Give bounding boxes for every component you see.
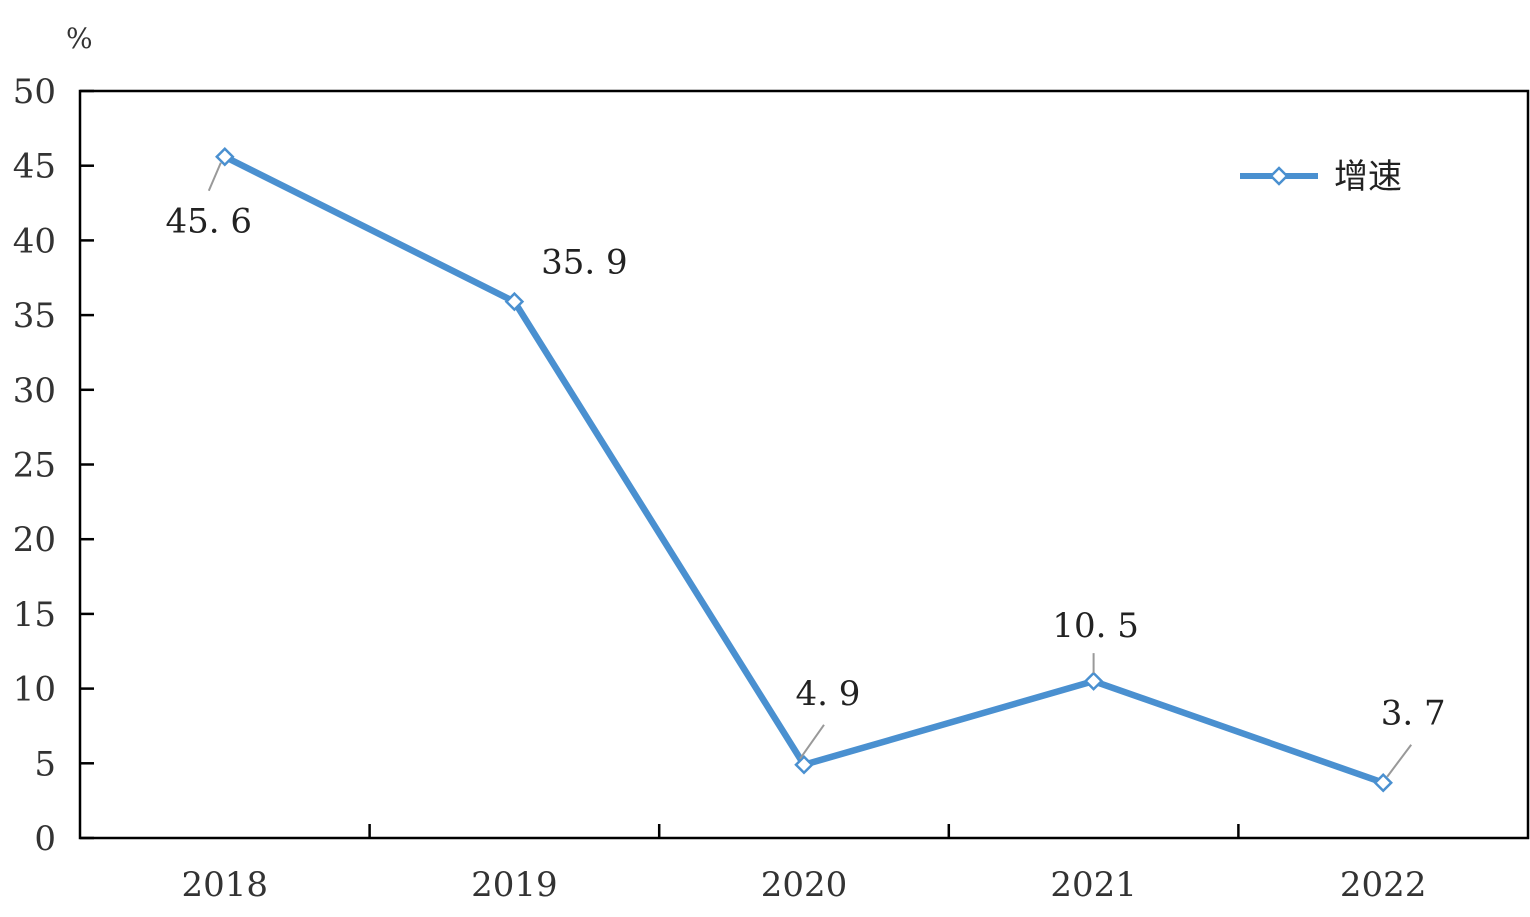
data-label: 10. 5: [1052, 606, 1139, 646]
y-tick-label: 40: [13, 221, 56, 261]
y-tick-label: 45: [13, 147, 56, 187]
x-tick-label: 2021: [1050, 865, 1137, 905]
plot-area-frame: [78, 89, 1530, 840]
data-point-marker: [1083, 671, 1104, 691]
x-tick-label: 2020: [761, 865, 848, 905]
data-label: 35. 9: [541, 243, 628, 283]
data-label: 4. 9: [796, 674, 861, 714]
data-point-marker: [1373, 772, 1393, 793]
data-label-leader: [799, 724, 825, 760]
x-axis: 2018 2019 2020 2021 2022: [182, 824, 1427, 905]
data-point-marker: [794, 755, 814, 775]
x-tick-label: 2022: [1340, 865, 1427, 905]
y-tick-label: 20: [13, 520, 56, 560]
data-label-leader: [207, 162, 222, 192]
data-point-marker: [504, 291, 525, 312]
data-labels-layer: 45. 6 35. 9 4. 9 10. 5 3. 7: [166, 162, 1446, 778]
data-label: 45. 6: [166, 202, 253, 242]
data-label: 3. 7: [1381, 694, 1446, 734]
y-tick-label: 15: [13, 595, 56, 635]
y-tick-label: 50: [13, 72, 56, 112]
y-tick-label: 25: [13, 446, 56, 486]
y-axis: 0 5 10 15 20 25 30 35 40 45 50: [13, 72, 94, 859]
x-tick-label: 2019: [471, 865, 558, 905]
legend-label: 增速: [1334, 157, 1402, 197]
x-tick-label: 2018: [182, 865, 269, 905]
y-tick-label: 5: [34, 744, 56, 784]
data-label-leader: [1386, 744, 1412, 778]
series-layer: [215, 146, 1393, 793]
y-unit-label: %: [66, 22, 93, 55]
legend-diamond-marker: [1269, 166, 1289, 186]
y-tick-label: 0: [34, 819, 56, 859]
data-point-marker: [215, 146, 235, 167]
y-tick-label: 35: [13, 296, 56, 336]
y-tick-label: 10: [13, 670, 56, 710]
y-tick-label: 30: [13, 371, 56, 411]
legend: 增速: [1240, 157, 1402, 197]
